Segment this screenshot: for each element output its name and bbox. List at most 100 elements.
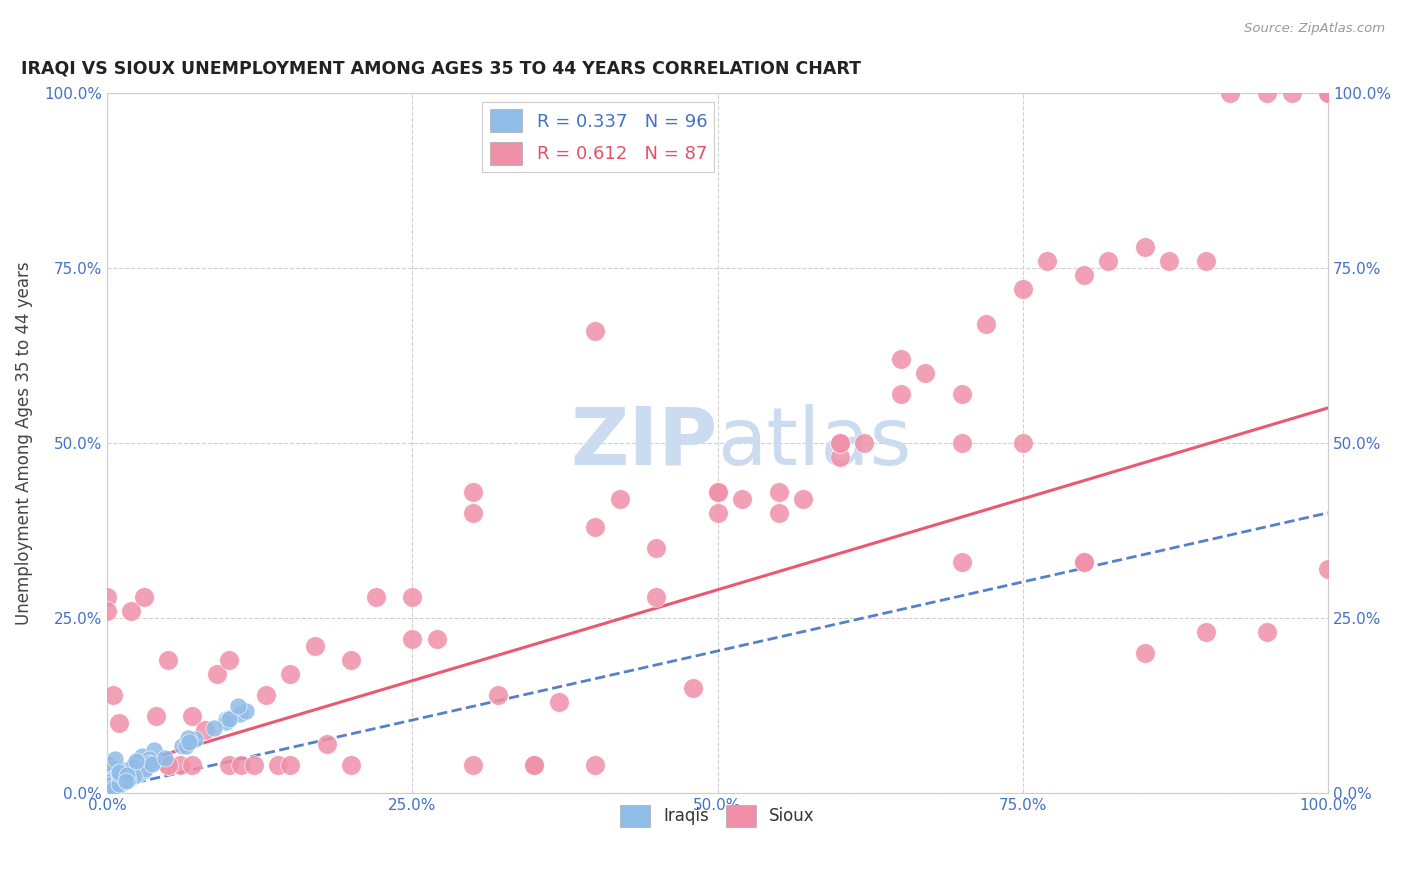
Point [100,783,122,797]
Point [340,757,363,772]
Point [111,768,134,782]
Point [1073,555,1095,569]
Point [100,773,122,788]
Point [97,776,120,790]
Point [731,491,754,506]
Point [157,757,180,772]
Point [205,666,228,681]
Point [134,762,156,776]
Point [127,757,149,772]
Point [120,772,142,786]
Point [229,707,252,722]
Point [1219,86,1241,100]
Point [104,777,127,791]
Point [121,769,143,783]
Point [115,774,138,789]
Point [115,774,138,789]
Point [914,366,936,380]
Point [609,491,631,506]
Point [101,780,124,794]
Point [96,590,118,604]
Point [100,782,122,797]
Point [231,757,253,772]
Point [1159,254,1181,268]
Point [108,764,131,779]
Point [153,751,176,765]
Point [174,739,197,753]
Point [176,731,198,745]
Point [547,695,569,709]
Point [120,604,142,618]
Point [853,435,876,450]
Point [141,757,163,772]
Point [101,781,124,796]
Text: IRAQI VS SIOUX UNEMPLOYMENT AMONG AGES 35 TO 44 YEARS CORRELATION CHART: IRAQI VS SIOUX UNEMPLOYMENT AMONG AGES 3… [21,60,862,78]
Point [142,755,165,769]
Text: ZIP: ZIP [571,404,717,482]
Point [104,752,127,766]
Point [107,776,129,790]
Point [974,317,997,331]
Point [100,782,122,797]
Point [1195,254,1218,268]
Point [143,743,166,757]
Point [583,757,606,772]
Point [101,688,124,702]
Point [132,590,155,604]
Point [768,506,790,520]
Point [101,777,124,791]
Point [364,590,387,604]
Point [103,780,125,795]
Point [103,780,125,795]
Point [100,782,122,797]
Point [583,324,606,338]
Point [107,769,129,783]
Point [401,590,423,604]
Point [98,780,121,794]
Point [1317,86,1340,100]
Point [125,767,148,781]
Point [1256,86,1278,100]
Point [768,484,790,499]
Point [1097,254,1119,268]
Point [401,632,423,646]
Point [1073,268,1095,282]
Point [98,780,121,794]
Point [486,688,509,702]
Point [278,757,301,772]
Point [950,435,973,450]
Point [682,681,704,695]
Point [235,704,257,718]
Point [98,780,121,794]
Point [267,757,290,772]
Point [278,666,301,681]
Point [181,708,204,723]
Point [340,653,363,667]
Point [101,782,124,797]
Point [134,764,156,778]
Point [103,774,125,789]
Point [98,778,121,792]
Point [215,712,238,726]
Point [104,780,127,795]
Point [145,708,167,723]
Point [1011,435,1033,450]
Point [138,752,160,766]
Point [101,777,124,791]
Point [1195,624,1218,639]
Point [101,781,124,796]
Point [105,780,128,794]
Point [706,506,728,520]
Point [184,732,207,747]
Point [101,772,124,786]
Point [583,520,606,534]
Point [100,761,122,775]
Point [115,767,138,781]
Point [97,782,120,797]
Legend: Iraqis, Sioux: Iraqis, Sioux [613,798,821,833]
Point [181,757,204,772]
Point [242,757,264,772]
Point [108,777,131,791]
Point [122,758,145,772]
Point [108,772,131,786]
